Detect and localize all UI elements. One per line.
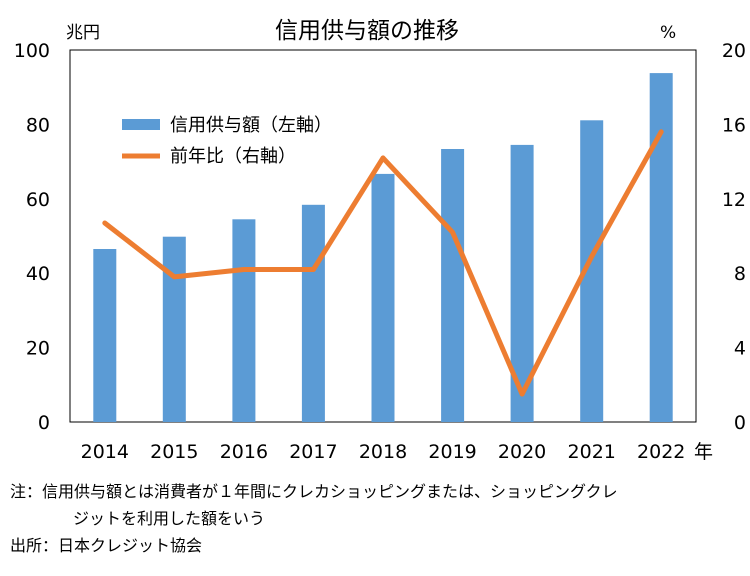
x-tick-label: 2014 — [81, 441, 129, 463]
bar-2014 — [93, 249, 117, 422]
line-series — [102, 129, 664, 397]
footnotes: 注：信用供与額とは消費者が１年間にクレカショッピングまたは、ショッピングクレ ジ… — [10, 478, 745, 559]
x-tick-label: 2022 — [637, 441, 685, 463]
x-tick-label: 2016 — [220, 441, 268, 463]
bar-2017 — [301, 204, 325, 422]
right-tick-label: 8 — [734, 263, 746, 285]
x-tick-label: 2017 — [289, 441, 337, 463]
x-tick-label: 2020 — [498, 441, 546, 463]
left-axis-unit: 兆円 — [66, 23, 100, 43]
right-axis-ticks: 0 4 8 12 16 20 — [722, 40, 746, 434]
x-tick-label: 2018 — [359, 441, 407, 463]
legend: 信用供与額（左軸） 前年比（右軸） — [122, 115, 332, 167]
right-tick-label: 12 — [722, 189, 746, 211]
chart: 信用供与額の推移 兆円 % 0 20 40 60 80 100 0 4 8 12 16 20 201… — [14, 18, 746, 463]
left-tick-label: 60 — [26, 189, 50, 211]
left-tick-label: 40 — [26, 263, 50, 285]
note-line-1: 注：信用供与額とは消費者が１年間にクレカショッピングまたは、ショッピングクレ — [10, 482, 618, 501]
right-tick-label: 4 — [734, 338, 746, 360]
bar-2018 — [371, 173, 395, 422]
right-tick-label: 20 — [722, 40, 746, 62]
legend-line-label: 前年比（右軸） — [170, 146, 296, 167]
left-tick-label: 80 — [26, 114, 50, 136]
bar-2016 — [232, 219, 256, 422]
left-tick-label: 100 — [14, 40, 50, 62]
chart-title: 信用供与額の推移 — [275, 18, 459, 44]
left-tick-label: 0 — [38, 412, 50, 434]
bar-2015 — [162, 236, 186, 422]
x-tick-label: 2019 — [428, 441, 476, 463]
right-axis-unit: % — [660, 23, 676, 43]
left-axis-ticks: 0 20 40 60 80 100 — [14, 40, 50, 434]
legend-bar-label: 信用供与額（左軸） — [170, 115, 332, 136]
x-tick-label: 2021 — [568, 441, 616, 463]
x-axis-ticks: 2014 2015 2016 2017 2018 2019 2020 2021 2022 — [81, 441, 686, 463]
right-tick-label: 16 — [722, 114, 746, 136]
right-tick-label: 0 — [734, 412, 746, 434]
bar-2020 — [510, 144, 534, 422]
bar-2019 — [441, 149, 465, 422]
bar-2022 — [649, 73, 673, 422]
left-tick-label: 20 — [26, 338, 50, 360]
note-line-2: ジットを利用した額をいう — [73, 509, 266, 528]
legend-bar-swatch — [122, 119, 160, 130]
bar-2021 — [580, 120, 604, 423]
source-line: 出所：日本クレジット協会 — [10, 536, 203, 555]
x-tick-label: 2015 — [150, 441, 198, 463]
x-axis-unit: 年 — [694, 441, 713, 463]
